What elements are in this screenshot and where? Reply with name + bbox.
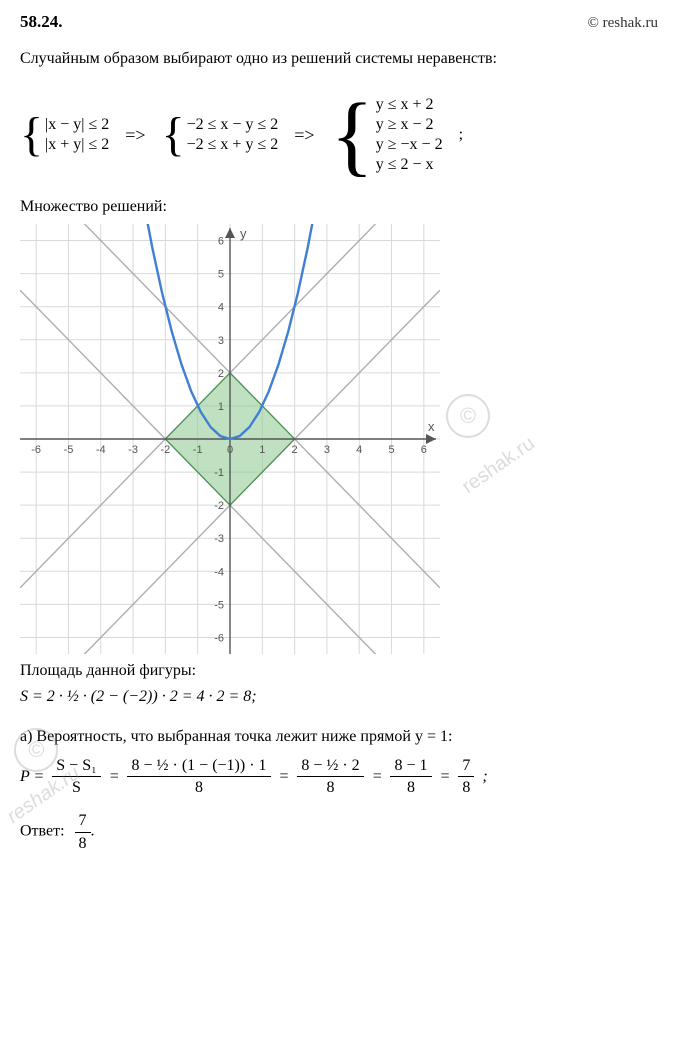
area-heading: Площадь данной фигуры: [20, 662, 658, 680]
svg-text:-2: -2 [214, 500, 224, 512]
frac-den: 8 [191, 778, 207, 797]
probability-formula: © reshak.ru P = S − S₁ S = 8 − ½ · (1 − … [20, 756, 658, 797]
sys1-row: |x − y| ≤ 2 [45, 116, 109, 134]
svg-text:5: 5 [218, 269, 224, 281]
svg-text:0: 0 [227, 444, 233, 456]
solution-set-heading: Множество решений: [20, 198, 658, 216]
svg-text:-6: -6 [214, 632, 224, 644]
frac-den: 8 [403, 778, 419, 797]
frac-num: 7 [458, 756, 474, 775]
frac-den: 8 [323, 778, 339, 797]
svg-text:x: x [428, 419, 435, 434]
system-derivation: { |x − y| ≤ 2 |x + y| ≤ 2 => { −2 ≤ x − … [20, 96, 658, 174]
frac-num: 8 − 1 [390, 756, 431, 775]
solution-chart: -6-5-4-3-2-10123456-6-5-4-3-2-1123456xy … [20, 224, 440, 654]
arrow: => [125, 125, 145, 146]
sys3-row: y ≤ x + 2 [376, 96, 443, 114]
svg-text:-3: -3 [214, 533, 224, 545]
svg-text:1: 1 [259, 444, 265, 456]
eq: = [279, 768, 290, 786]
eq: = [440, 768, 451, 786]
frac-num: 8 − ½ · 2 [297, 756, 363, 775]
svg-text:2: 2 [292, 444, 298, 456]
sys3-row: y ≥ −x − 2 [376, 136, 443, 154]
part-a-text: а) Вероятность, что выбранная точка лежи… [20, 728, 658, 746]
trailing: ; [482, 768, 487, 786]
watermark-text: reshak.ru [458, 432, 539, 499]
answer-line: Ответ: 7 8 . [20, 811, 658, 852]
svg-text:-4: -4 [214, 566, 224, 578]
trailing-semicolon: ; [459, 126, 463, 144]
svg-text:3: 3 [218, 335, 224, 347]
area-formula: S = 2 · ½ · (2 − (−2)) · 2 = 4 · 2 = 8; [20, 688, 658, 706]
svg-text:6: 6 [218, 236, 224, 248]
frac-num: S − S₁ [52, 756, 100, 775]
answer-den: 8 [75, 834, 91, 853]
eq: = [372, 768, 383, 786]
svg-text:5: 5 [388, 444, 394, 456]
answer-trailing: . [91, 823, 95, 840]
arrow: => [294, 125, 314, 146]
intro-text: Случайным образом выбирают одно из решен… [20, 50, 658, 68]
problem-number: 58.24. [20, 12, 63, 32]
sys3-row: y ≤ 2 − x [376, 156, 443, 174]
prob-lhs: P = [20, 768, 44, 786]
svg-text:-1: -1 [193, 444, 203, 456]
frac-den: 8 [458, 778, 474, 797]
eq: = [109, 768, 120, 786]
watermark-copyright-icon: © [446, 394, 490, 438]
answer-num: 7 [75, 811, 91, 830]
svg-text:4: 4 [356, 444, 362, 456]
sys2-row: −2 ≤ x − y ≤ 2 [187, 116, 279, 134]
sys3-row: y ≥ x − 2 [376, 116, 443, 134]
svg-text:-2: -2 [160, 444, 170, 456]
svg-text:3: 3 [324, 444, 330, 456]
frac-den: S [68, 778, 85, 797]
sys2-row: −2 ≤ x + y ≤ 2 [187, 136, 279, 154]
svg-text:-6: -6 [31, 444, 41, 456]
svg-text:1: 1 [218, 401, 224, 413]
svg-text:2: 2 [218, 368, 224, 380]
svg-text:-3: -3 [128, 444, 138, 456]
copyright: © reshak.ru [587, 15, 658, 32]
frac-num: 8 − ½ · (1 − (−1)) · 1 [127, 756, 270, 775]
svg-text:y: y [240, 226, 247, 241]
svg-text:-5: -5 [64, 444, 74, 456]
svg-text:-4: -4 [96, 444, 106, 456]
svg-text:6: 6 [421, 444, 427, 456]
svg-text:-1: -1 [214, 467, 224, 479]
answer-label: Ответ: [20, 823, 65, 840]
svg-text:-5: -5 [214, 599, 224, 611]
sys1-row: |x + y| ≤ 2 [45, 136, 109, 154]
svg-text:4: 4 [218, 302, 224, 314]
